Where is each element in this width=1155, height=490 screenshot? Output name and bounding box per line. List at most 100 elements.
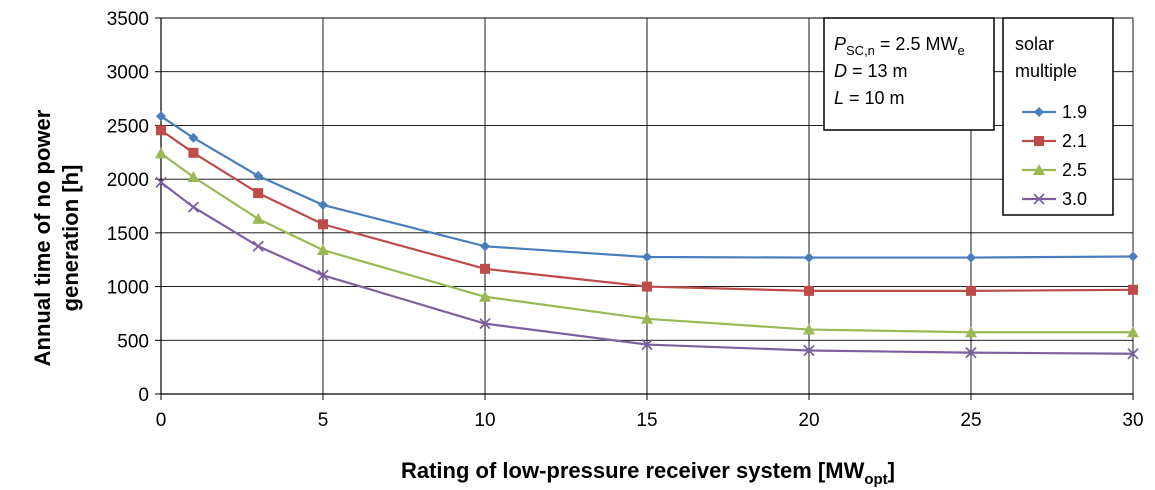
data-point-1.9 (480, 241, 490, 252)
data-point-1.9 (318, 199, 328, 210)
data-point-2.1 (966, 285, 976, 296)
data-point-2.1 (1128, 284, 1138, 295)
legend-item-3.0: 3.0 (1022, 189, 1087, 209)
legend-marker-3.0 (1033, 193, 1045, 205)
x-tick-label: 20 (798, 410, 819, 431)
data-point-2.5 (803, 323, 815, 335)
data-point-3.0-stroke (252, 240, 264, 252)
data-point-1.9 (1128, 251, 1138, 262)
legend-label-2.1: 2.1 (1062, 131, 1087, 151)
x-axis-title-sub: opt (864, 471, 887, 488)
legend-label-1.9: 1.9 (1062, 102, 1087, 122)
data-point-2.5 (252, 212, 265, 224)
data-point-1.9 (188, 132, 199, 143)
legend: solar multiple 1.9 2.1 2.5 3.0 (1002, 17, 1114, 216)
x-tick-label: 25 (960, 410, 981, 431)
data-point-1.9 (804, 252, 814, 263)
data-point-2.5 (1127, 326, 1139, 338)
legend-item-2.5: 2.5 (1022, 160, 1087, 180)
legend-title-line2: multiple (1015, 61, 1077, 81)
data-point-3.0 (803, 344, 815, 357)
x-tick-label: 5 (318, 410, 329, 431)
axes (155, 17, 1134, 400)
data-point-3.0-stroke (479, 317, 491, 330)
data-point-3.0-stroke (155, 176, 167, 189)
legend-marker-2.1 (1034, 136, 1044, 146)
data-point-3.0-stroke (317, 269, 329, 281)
data-point-3.0-stroke (187, 201, 200, 213)
data-point-1.9 (642, 252, 652, 263)
data-point-2.5 (641, 312, 653, 324)
data-point-1.9 (966, 252, 976, 263)
series-2.5 (155, 147, 1139, 338)
annotation-power-rest: = 2.5 MW (875, 34, 958, 54)
y-tick-label: 0 (138, 385, 149, 406)
series-3.0 (155, 176, 1139, 360)
annotation-power-sub: SC,n (846, 43, 875, 58)
data-point-3.0 (317, 269, 329, 281)
y-axis-title-line1: Annual time of no power (30, 109, 55, 366)
data-point-2.1 (480, 263, 490, 274)
data-point-3.0-stroke (641, 338, 653, 351)
x-axis-title-main: Rating of low-pressure receiver system [… (401, 458, 865, 483)
legend-marker-2.5 (1033, 164, 1045, 175)
annotation-line-length: L = 10 m (834, 88, 905, 108)
legend-frame (1002, 17, 1114, 216)
y-tick-label: 1000 (107, 278, 149, 299)
annotation-diameter-rest: = 13 m (847, 61, 908, 81)
legend-marker-1.9 (1034, 107, 1044, 117)
data-point-2.5 (187, 170, 200, 182)
data-point-3.0 (252, 240, 264, 252)
x-tick-label: 15 (636, 410, 657, 431)
legend-items: 1.9 2.1 2.5 3.0 (1022, 102, 1087, 209)
annotation-line-diameter: D = 13 m (834, 61, 908, 81)
data-point-2.1 (804, 285, 814, 296)
y-tick-label: 3000 (107, 63, 149, 84)
x-tick-label: 30 (1122, 410, 1143, 431)
y-tick-label: 2000 (107, 170, 149, 191)
annotation-line-power: PSC,n = 2.5 MWe (834, 34, 965, 58)
data-point-3.0-stroke (803, 344, 815, 357)
legend-label-3.0: 3.0 (1062, 189, 1087, 209)
y-axis-title-line2: generation [h] (58, 165, 83, 312)
data-point-2.5 (965, 326, 977, 338)
data-point-2.1 (188, 147, 199, 158)
annotation-power-var: P (834, 34, 846, 54)
legend-label-2.5: 2.5 (1062, 160, 1087, 180)
data-point-1.9 (156, 111, 166, 122)
data-point-2.1 (253, 188, 264, 199)
annotation-diameter-var: D (834, 61, 847, 81)
data-point-3.0 (1127, 348, 1139, 360)
data-point-2.5 (155, 147, 167, 159)
annotation-power-unit-sub: e (957, 43, 964, 58)
tick-labels: 0 500 1000 1500 2000 2500 3000 3500 0 5 10 15 20 25 30 (107, 9, 1144, 431)
annotation-frame (823, 17, 995, 131)
data-point-3.0 (965, 347, 977, 359)
y-tick-label: 2500 (107, 116, 149, 137)
legend-item-2.1: 2.1 (1022, 131, 1087, 151)
series-1.9 (156, 111, 1138, 263)
legend-title-line1: solar (1015, 34, 1054, 54)
x-axis-title: Rating of low-pressure receiver system [… (401, 458, 895, 488)
annotation-length-var: L (834, 88, 844, 108)
x-tick-label: 0 (156, 410, 167, 431)
data-point-2.5 (317, 244, 329, 256)
series-group (155, 111, 1139, 360)
data-point-1.9 (253, 170, 264, 181)
data-point-2.5 (479, 290, 491, 302)
data-point-2.1 (642, 281, 652, 292)
x-axis-title-end: ] (888, 458, 895, 483)
annotation-length-rest: = 10 m (844, 88, 905, 108)
legend-marker-3.0-stroke (1033, 193, 1045, 205)
y-tick-label: 500 (117, 331, 149, 352)
x-tick-label: 10 (474, 410, 495, 431)
y-tick-label: 1500 (107, 224, 149, 245)
series-2.1 (156, 125, 1138, 296)
data-point-3.0 (187, 201, 200, 213)
data-point-2.1 (156, 125, 166, 136)
legend-item-1.9: 1.9 (1022, 102, 1087, 122)
data-point-3.0 (641, 338, 653, 351)
data-point-3.0-stroke (965, 347, 977, 359)
data-point-3.0 (479, 317, 491, 330)
